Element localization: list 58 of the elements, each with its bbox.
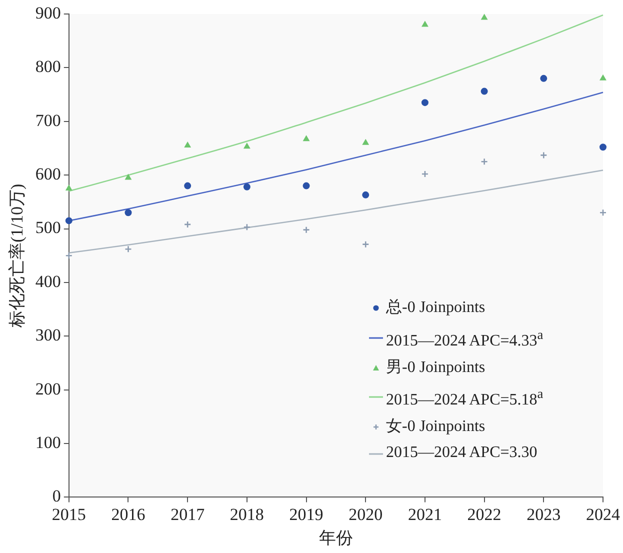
x-tick-label: 2017	[170, 504, 206, 524]
point	[600, 144, 606, 151]
y-tick-label: 900	[35, 3, 61, 22]
point	[600, 74, 606, 80]
x-tick-label: 2020	[348, 504, 383, 524]
point	[421, 99, 428, 106]
legend-label: 2015—2024 APC=4.33$^{a}$	[386, 326, 544, 352]
point	[243, 183, 250, 190]
y-tick-label: 500	[35, 218, 61, 238]
point	[540, 152, 548, 159]
x-axis-title: 年份	[318, 528, 353, 548]
point	[599, 209, 607, 216]
x-tick-label: 2023	[526, 504, 561, 524]
y-tick-label: 700	[35, 110, 61, 130]
line-series	[68, 170, 604, 254]
point	[124, 209, 132, 216]
y-tick-label: 200	[35, 379, 61, 398]
point	[481, 14, 488, 20]
point	[421, 170, 429, 178]
legend-label: 男-0 Joinpoints	[386, 358, 486, 378]
point	[65, 217, 72, 224]
y-tick-label: 100	[35, 432, 61, 452]
x-tick-label: 2024	[586, 504, 620, 524]
point	[184, 182, 192, 190]
point	[540, 74, 548, 82]
point	[362, 191, 370, 198]
point	[362, 139, 369, 145]
x-tick-label: 2021	[408, 504, 442, 524]
point	[244, 143, 250, 149]
y-axis-title: 标化死亡率(1/10万)	[8, 184, 27, 328]
point	[422, 21, 428, 27]
point	[184, 142, 191, 148]
y-tick-label: 600	[35, 164, 61, 184]
point	[124, 246, 132, 253]
x-tick-label: 2018	[230, 504, 264, 524]
x-tick-label: 2019	[289, 504, 324, 524]
y-tick-label: 800	[35, 57, 61, 76]
y-tick-label: 0	[52, 486, 61, 506]
legend-label: 2015—2024 APC=5.18$^{a}$	[386, 385, 544, 410]
x-tick-label: 2015	[52, 504, 86, 524]
point	[362, 240, 370, 248]
x-tick-label: 2016	[111, 504, 146, 524]
point	[243, 223, 251, 231]
point	[480, 158, 488, 166]
legend-label: 2015—2024 APC=3.30	[386, 443, 538, 464]
point	[125, 174, 132, 180]
legend-label: 总-0 Joinpoints	[386, 298, 486, 318]
point	[480, 88, 488, 95]
legend-label: 女-0 Joinpoints	[386, 416, 486, 437]
point	[184, 220, 192, 228]
x-tick-label: 2022	[467, 504, 502, 524]
y-tick-label: 300	[35, 326, 61, 345]
point	[65, 252, 73, 260]
point	[302, 226, 310, 234]
point	[302, 182, 310, 190]
y-tick-label: 400	[35, 272, 61, 291]
point	[303, 136, 310, 142]
point	[66, 184, 72, 190]
